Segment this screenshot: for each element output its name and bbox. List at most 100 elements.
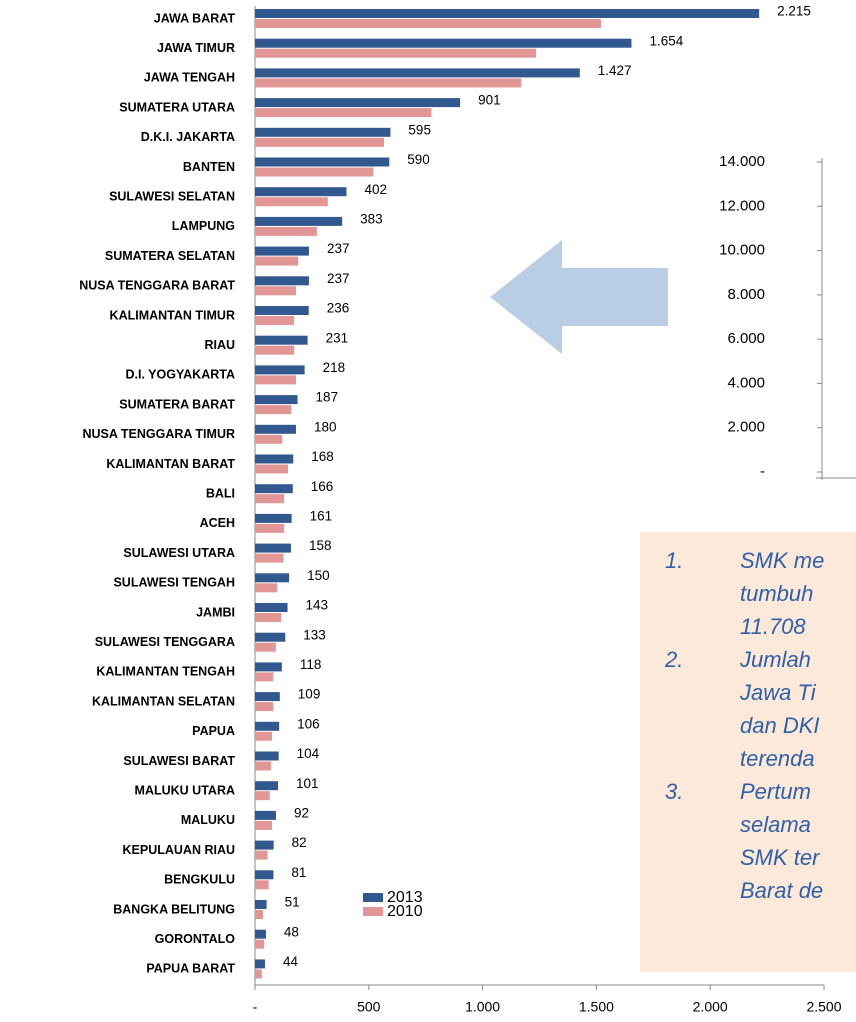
category-label: PAPUA BARAT <box>146 962 235 976</box>
y-tick-label: 12.000 <box>719 197 765 214</box>
category-label: SUMATERA BARAT <box>119 397 235 411</box>
value-label: 158 <box>309 538 332 553</box>
value-label: 2.215 <box>777 4 811 19</box>
bar <box>255 692 280 702</box>
category-label: SUMATERA UTARA <box>119 100 235 114</box>
value-label: 236 <box>327 301 350 316</box>
bar <box>255 702 274 712</box>
note-text: 11.708 <box>740 614 806 639</box>
category-label: KEPULAUAN RIAU <box>123 843 236 857</box>
bar <box>255 662 282 672</box>
note-number: 1. <box>665 548 683 573</box>
value-label: 1.654 <box>649 33 683 48</box>
bar <box>255 395 298 405</box>
note-text: selama <box>740 812 811 837</box>
legend-label: 2010 <box>387 903 423 920</box>
category-label: RIAU <box>204 338 235 352</box>
y-tick-label: 8.000 <box>727 286 765 303</box>
value-label: 595 <box>408 122 431 137</box>
category-label: SULAWESI SELATAN <box>109 189 235 203</box>
value-label: 106 <box>297 716 320 731</box>
bar <box>255 187 347 197</box>
bar <box>255 246 309 256</box>
x-tick-label: 500 <box>357 999 381 1015</box>
value-label: 82 <box>292 835 307 850</box>
value-label: 44 <box>283 954 299 969</box>
bar <box>255 108 432 118</box>
legend-label: 2013 <box>387 889 423 906</box>
value-label: 166 <box>311 479 334 494</box>
note-text: tumbuh <box>740 581 813 606</box>
bar <box>255 9 760 18</box>
bar <box>255 216 343 226</box>
category-label: GORONTALO <box>155 932 236 946</box>
bar <box>255 306 309 315</box>
y-tick-label: 2.000 <box>727 419 765 436</box>
bar <box>255 583 278 593</box>
y-tick-label: 14.000 <box>719 153 765 170</box>
category-label: KALIMANTAN SELATAN <box>92 694 235 708</box>
note-text: Pertum <box>740 779 811 804</box>
note-box <box>640 532 856 972</box>
value-label: 133 <box>303 627 326 642</box>
category-label: NUSA TENGGARA BARAT <box>79 279 235 293</box>
bar <box>255 276 309 286</box>
bar <box>255 127 391 137</box>
value-label: 901 <box>478 93 501 108</box>
category-label: JAMBI <box>196 605 235 619</box>
value-label: 150 <box>307 568 330 583</box>
bar <box>255 820 273 830</box>
value-label: 48 <box>284 924 299 939</box>
bar <box>255 38 632 48</box>
bar <box>255 721 280 731</box>
bar <box>255 424 296 434</box>
bar <box>255 761 271 771</box>
bar <box>255 939 265 949</box>
bar <box>255 513 292 523</box>
bar <box>255 98 461 108</box>
bar <box>255 375 296 385</box>
value-label: 118 <box>300 657 322 672</box>
note-number: 2. <box>664 647 683 672</box>
category-label: BANTEN <box>183 160 235 174</box>
bar <box>255 316 295 325</box>
bar <box>255 959 266 969</box>
category-label: JAWA BARAT <box>154 11 236 25</box>
y-tick-label: 6.000 <box>727 330 765 347</box>
bar <box>255 870 274 880</box>
bar <box>255 553 284 563</box>
bar <box>255 335 308 345</box>
bar <box>255 929 266 939</box>
category-label: BENGKULU <box>164 873 235 887</box>
y-tick-label: - <box>760 463 765 480</box>
category-label: SULAWESI TENGAH <box>113 576 235 590</box>
x-tick-label: 1.500 <box>579 999 614 1015</box>
bar <box>255 900 267 909</box>
y-tick-label: 4.000 <box>727 374 765 391</box>
bar <box>255 286 296 296</box>
value-label: 590 <box>407 152 430 167</box>
value-label: 218 <box>323 360 346 375</box>
note-text: Barat de <box>740 878 823 903</box>
bar <box>255 543 291 553</box>
value-label: 383 <box>360 211 383 226</box>
bar <box>255 48 537 58</box>
category-label: KALIMANTAN TIMUR <box>110 308 235 322</box>
value-label: 168 <box>311 449 334 464</box>
bar <box>255 256 299 266</box>
value-label: 1.427 <box>598 63 632 78</box>
value-label: 187 <box>316 390 339 405</box>
bar <box>255 68 580 78</box>
value-label: 92 <box>294 805 309 820</box>
bar <box>255 434 283 444</box>
value-label: 237 <box>327 271 350 286</box>
value-label: 231 <box>326 330 349 345</box>
legend-swatch <box>363 893 383 902</box>
bar <box>255 167 374 177</box>
x-tick-label: 1.000 <box>465 999 500 1015</box>
x-tick-label: 2.000 <box>693 999 728 1015</box>
category-label: MALUKU <box>181 813 235 827</box>
category-label: KALIMANTAN BARAT <box>106 457 235 471</box>
bar <box>255 137 385 147</box>
